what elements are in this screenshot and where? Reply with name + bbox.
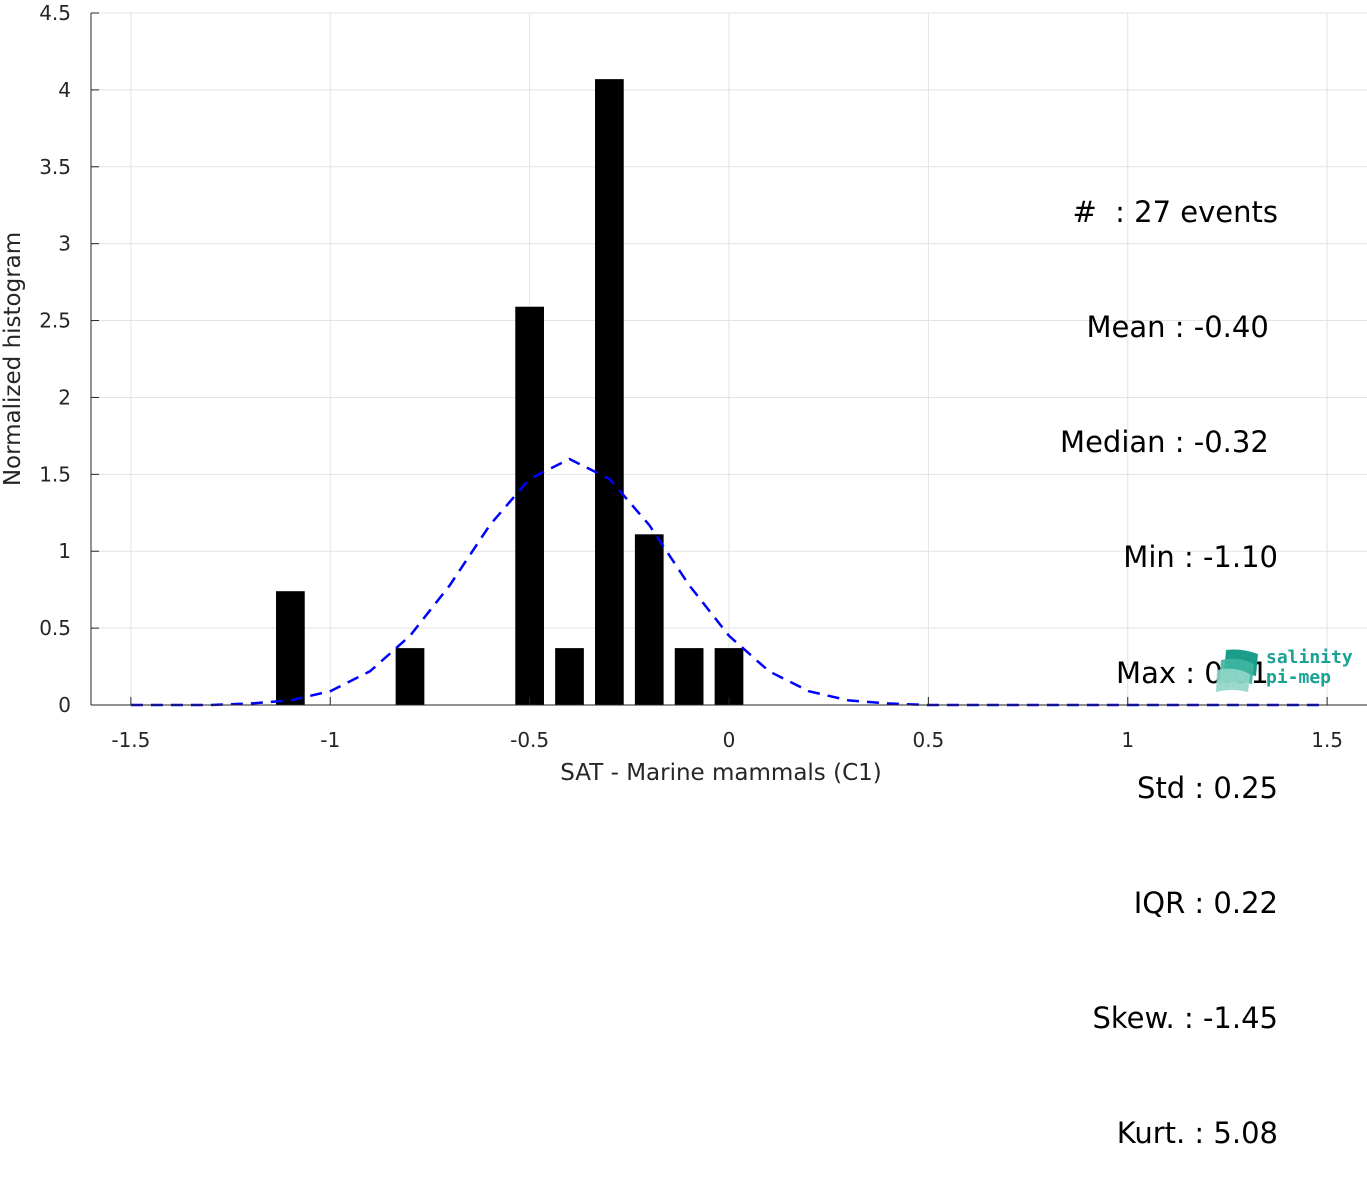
- y-tick-label: 1: [58, 539, 71, 563]
- stat-std: Std : 0.25: [1137, 770, 1278, 805]
- bars: [276, 79, 744, 705]
- stat-median: Median : -0.32: [1060, 425, 1278, 460]
- stat-count: # : 27 events: [1072, 194, 1278, 229]
- y-tick-label: 3.5: [39, 155, 71, 179]
- axes: [90, 12, 1367, 706]
- x-tick-label: 0.5: [912, 728, 944, 752]
- wave-logo-icon: [1216, 649, 1258, 692]
- x-axis-label: SAT - Marine mammals (C1): [560, 760, 882, 785]
- logo-text: salinity pi-mep: [1266, 648, 1353, 688]
- x-tick-label: -0.5: [510, 728, 549, 752]
- stat-iqr: IQR : 0.22: [1133, 886, 1278, 921]
- grid: [91, 12, 1367, 706]
- histogram-bar: [634, 534, 664, 705]
- x-tick-label: -1: [320, 728, 340, 752]
- x-tick-label: 1: [1121, 728, 1134, 752]
- histogram-bar: [674, 648, 704, 705]
- y-tick-label: 4.5: [39, 1, 71, 25]
- logo-line-2: pi-mep: [1266, 667, 1332, 688]
- stat-min: Min : -1.10: [1123, 540, 1278, 575]
- stat-kurt: Kurt. : 5.08: [1116, 1116, 1278, 1151]
- histogram-bar: [555, 648, 584, 705]
- x-tick-label: 1.5: [1311, 728, 1343, 752]
- x-tick-label: 0: [723, 728, 736, 752]
- x-tick-labels: -1.5 -1 -0.5 0 0.5 1 1.5: [111, 728, 1343, 752]
- histogram-bar: [395, 648, 425, 705]
- stat-mean: Mean : -0.40: [1086, 310, 1278, 345]
- histogram-bar: [515, 306, 544, 705]
- logo-line-1: salinity: [1266, 647, 1353, 668]
- y-tick-label: 0: [58, 693, 71, 717]
- y-tick-label: 2: [58, 385, 71, 409]
- y-tick-label: 2.5: [39, 309, 71, 333]
- y-tick-label: 4: [58, 78, 71, 102]
- y-axis-label: Normalized histogram: [0, 232, 26, 486]
- y-tick-labels: 0 0.5 1 1.5 2 2.5 3 3.5 4 4.5: [39, 1, 71, 717]
- y-tick-label: 1.5: [39, 462, 71, 486]
- histogram-bar: [714, 648, 744, 705]
- y-tick-label: 0.5: [39, 616, 71, 640]
- histogram-bar: [595, 79, 624, 705]
- salinity-pimep-logo: salinity pi-mep: [1216, 648, 1353, 694]
- y-tick-label: 3: [58, 232, 71, 256]
- histogram-chart: -1.5 -1 -0.5 0 0.5 1 1.5 00.511.522.533.544.5 …: [0, 1, 1367, 785]
- stat-skew: Skew. : -1.45: [1092, 1001, 1278, 1036]
- x-tick-label: -1.5: [111, 728, 150, 752]
- histogram-bar: [276, 591, 305, 705]
